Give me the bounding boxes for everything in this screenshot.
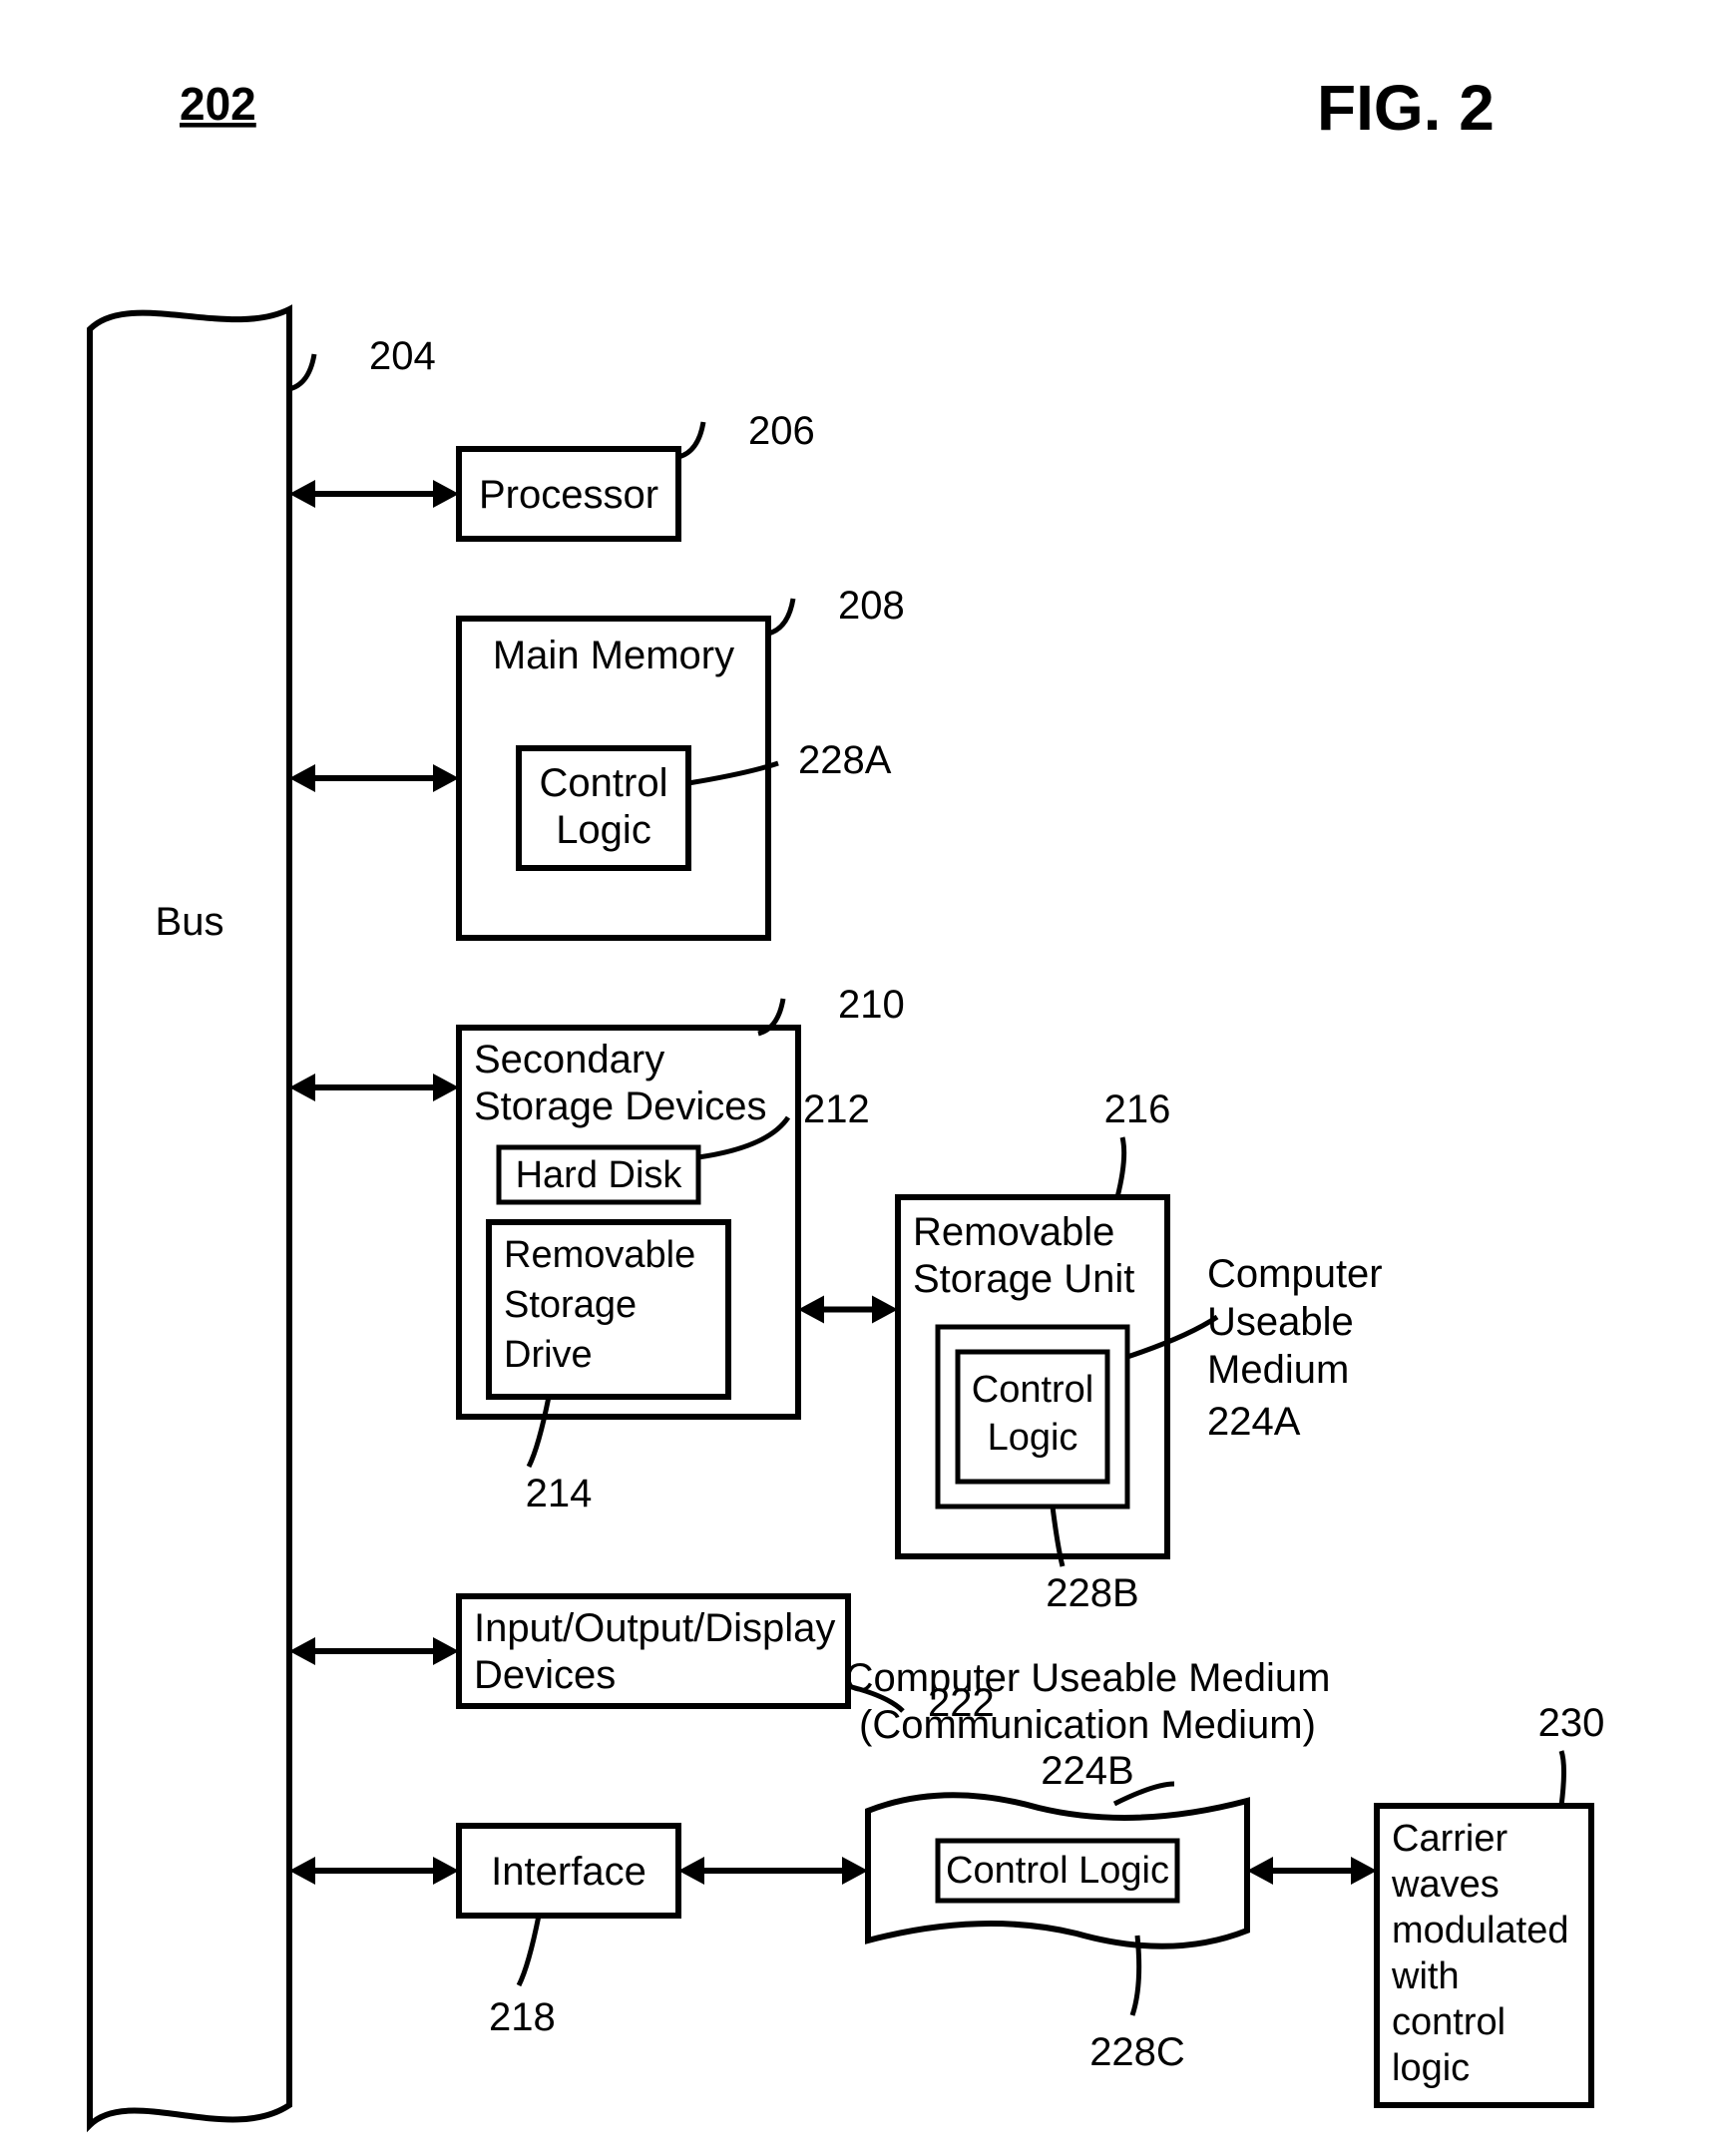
cl-228a-l1: Control xyxy=(540,761,668,805)
cl-228a-l2: Logic xyxy=(556,808,651,852)
comm-l2: (Communication Medium) xyxy=(859,1703,1316,1747)
medium-224a-l1: Computer xyxy=(1207,1252,1383,1296)
rsu-l2: Storage Unit xyxy=(913,1257,1134,1301)
carrier-l4: with xyxy=(1391,1955,1460,1997)
callout-218: 218 xyxy=(489,1995,556,2039)
io-l2: Devices xyxy=(474,1653,616,1697)
callout-216: 216 xyxy=(1104,1087,1171,1131)
node-bus xyxy=(90,309,289,2125)
arrow-bus-secondary xyxy=(289,1074,459,1101)
leader-230 xyxy=(1561,1751,1564,1806)
secondary-l1: Secondary xyxy=(474,1038,664,1081)
cl-228b-l1: Control xyxy=(972,1369,1094,1411)
leader-206 xyxy=(678,422,703,457)
callout-204: 204 xyxy=(369,334,436,378)
main-memory-label: Main Memory xyxy=(493,634,734,677)
cl-228c-label: Control Logic xyxy=(946,1850,1169,1892)
rsu-l1: Removable xyxy=(913,1210,1114,1254)
arrow-bus-io xyxy=(289,1637,459,1665)
interface-label: Interface xyxy=(491,1850,646,1894)
figure-ref: 202 xyxy=(180,78,256,130)
io-l1: Input/Output/Display xyxy=(474,1606,835,1650)
drive-l1: Removable xyxy=(504,1234,695,1276)
cl-228b-l2: Logic xyxy=(988,1417,1078,1459)
callout-224a: 224A xyxy=(1207,1400,1301,1444)
callout-214: 214 xyxy=(526,1472,593,1515)
callout-208: 208 xyxy=(838,584,905,628)
carrier-l2: waves xyxy=(1391,1864,1500,1906)
callout-210: 210 xyxy=(838,983,905,1027)
callout-230: 230 xyxy=(1538,1701,1605,1745)
arrow-bus-processor xyxy=(289,480,459,508)
processor-label: Processor xyxy=(479,473,658,517)
drive-l2: Storage xyxy=(504,1284,637,1326)
leader-204 xyxy=(289,354,314,389)
carrier-l6: logic xyxy=(1392,2047,1470,2089)
callout-228b: 228B xyxy=(1046,1571,1138,1615)
callout-228c: 228C xyxy=(1089,2030,1185,2074)
leader-218 xyxy=(519,1916,539,1985)
leader-216 xyxy=(1117,1137,1124,1197)
comm-l1: Computer Useable Medium xyxy=(845,1656,1331,1700)
carrier-l5: control xyxy=(1392,2001,1505,2043)
arrow-bus-interface xyxy=(289,1857,459,1885)
arrow-comm-carrier xyxy=(1247,1857,1377,1885)
hard-disk-label: Hard Disk xyxy=(516,1154,683,1196)
callout-206: 206 xyxy=(748,409,815,453)
drive-l3: Drive xyxy=(504,1334,593,1376)
bus-label: Bus xyxy=(156,900,224,944)
callout-228a: 228A xyxy=(798,738,892,782)
secondary-l2: Storage Devices xyxy=(474,1084,766,1128)
arrow-drive-rsu xyxy=(798,1296,898,1324)
medium-224a-l3: Medium xyxy=(1207,1348,1349,1392)
carrier-l3: modulated xyxy=(1392,1910,1568,1951)
medium-224a-l2: Useable xyxy=(1207,1300,1354,1344)
arrow-bus-mainmem xyxy=(289,764,459,792)
arrow-interface-comm xyxy=(678,1857,868,1885)
figure-title: FIG. 2 xyxy=(1317,72,1495,144)
leader-208 xyxy=(768,599,793,634)
callout-212: 212 xyxy=(803,1087,870,1131)
carrier-l1: Carrier xyxy=(1392,1818,1507,1860)
callout-224b: 224B xyxy=(1041,1749,1133,1793)
